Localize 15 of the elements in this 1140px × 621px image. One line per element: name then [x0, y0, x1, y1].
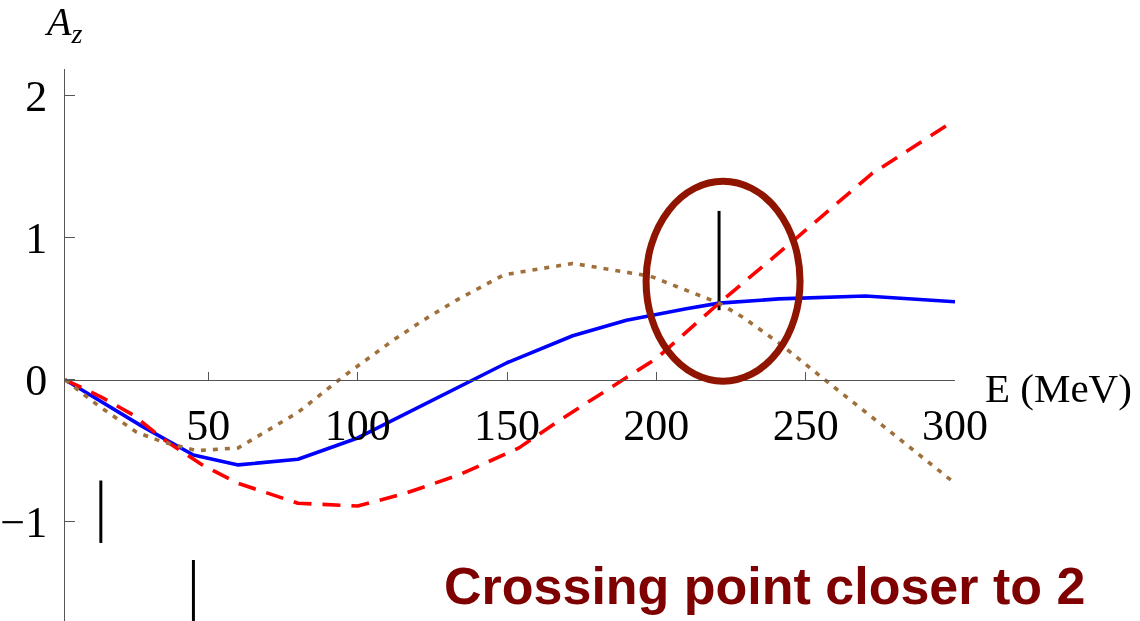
- y-tick-label: −1: [0, 498, 48, 548]
- x-tick-label: 250: [772, 400, 839, 450]
- x-tick-label: 150: [474, 400, 541, 450]
- y-tick-label: 2: [25, 72, 48, 122]
- bar: [717, 210, 721, 311]
- y-tick-label: 0: [25, 356, 48, 406]
- y-tick-label: 1: [25, 214, 48, 264]
- x-tick-label: 100: [324, 400, 391, 450]
- x-axis-title: E (MeV): [985, 365, 1132, 411]
- x-tick-label: 50: [186, 400, 231, 450]
- y-axis-title: A$_{z}$: [44, 0, 83, 50]
- bar: [99, 480, 103, 543]
- bar: [191, 559, 195, 621]
- annotation: Crossing point closer to 2: [444, 557, 1086, 615]
- x-tick-label: 200: [623, 400, 690, 450]
